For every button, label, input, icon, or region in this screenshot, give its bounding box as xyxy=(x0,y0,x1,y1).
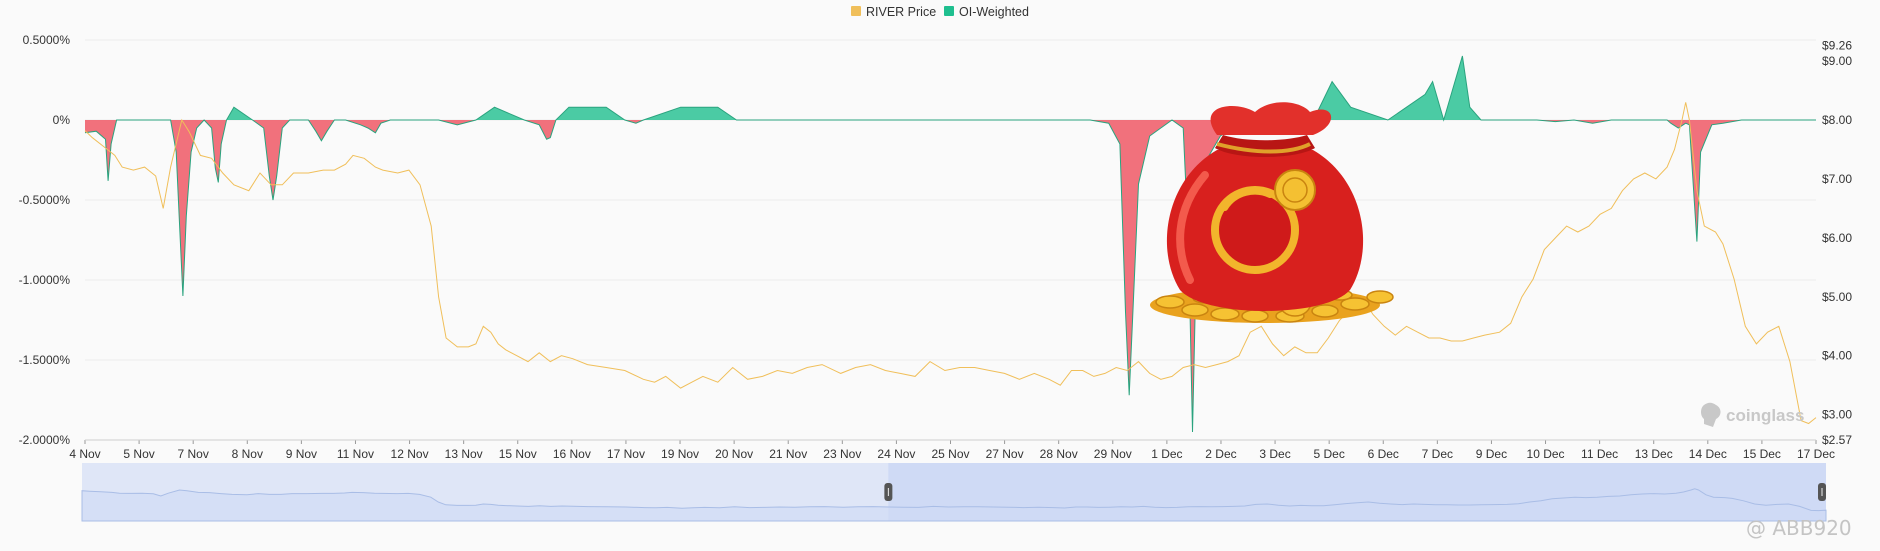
y-right-tick-label: $9.26 xyxy=(1822,39,1852,53)
y-left-tick-label: -0.5000% xyxy=(19,193,71,207)
x-tick-label: 9 Dec xyxy=(1476,447,1507,461)
x-tick-label: 10 Dec xyxy=(1527,447,1565,461)
legend-swatch-oi-weighted xyxy=(944,6,954,16)
oi-negative-area xyxy=(85,120,1816,432)
y-axis-left: 0.5000% 0% -0.5000% -1.0000% -1.5000% -2.0000… xyxy=(19,33,71,447)
river-price-line xyxy=(84,102,1817,425)
x-tick-label: 13 Nov xyxy=(445,447,483,461)
x-axis: 4 Nov 5 Nov 7 Nov 8 Nov 9 Nov 11 Nov 12 Nov 13 … xyxy=(69,439,1835,461)
legend-label-river-price: RIVER Price xyxy=(866,5,936,19)
x-tick-label: 2 Dec xyxy=(1205,447,1236,461)
x-tick-label: 14 Dec xyxy=(1689,447,1727,461)
x-tick-label: 8 Nov xyxy=(232,447,263,461)
x-tick-label: 19 Nov xyxy=(661,447,699,461)
x-tick-label: 27 Nov xyxy=(986,447,1024,461)
y-right-tick-label: $4.00 xyxy=(1822,349,1852,363)
x-tick-label: 13 Dec xyxy=(1635,447,1673,461)
y-right-tick-label: $2.57 xyxy=(1822,433,1852,447)
overview-handle-left[interactable] xyxy=(884,483,893,501)
legend-item-river-price[interactable]: RIVER Price xyxy=(851,5,936,19)
oi-weighted-series xyxy=(84,55,1816,433)
y-right-tick-label: $9.00 xyxy=(1822,54,1852,68)
x-tick-label: 5 Dec xyxy=(1313,447,1344,461)
coinglass-brand-text: coinglass xyxy=(1726,406,1804,425)
x-tick-label: 4 Nov xyxy=(69,447,100,461)
coinglass-watermark: coinglass xyxy=(1701,402,1804,427)
author-handle-watermark: @ ABB920 xyxy=(1746,516,1852,540)
x-tick-label: 11 Dec xyxy=(1581,447,1618,461)
y-left-tick-label: -1.0000% xyxy=(19,273,71,287)
x-tick-label: 29 Nov xyxy=(1094,447,1132,461)
x-tick-label: 7 Dec xyxy=(1422,447,1453,461)
x-tick-label: 28 Nov xyxy=(1040,447,1078,461)
x-tick-label: 25 Nov xyxy=(931,447,969,461)
ring-swirl xyxy=(1222,188,1273,211)
y-left-tick-label: 0% xyxy=(53,113,71,127)
lucky-bag-sticker xyxy=(1150,102,1394,323)
overview-handle-right[interactable] xyxy=(1818,483,1826,501)
oi-line xyxy=(84,55,1816,433)
x-tick-label: 15 Dec xyxy=(1743,447,1781,461)
x-tick-label: 21 Nov xyxy=(769,447,807,461)
y-right-tick-label: $3.00 xyxy=(1822,408,1852,422)
y-right-tick-label: $7.00 xyxy=(1822,172,1852,186)
gridlines xyxy=(85,39,1816,441)
overview-series xyxy=(81,488,1827,522)
bag-highlight xyxy=(1176,171,1209,284)
legend-item-oi-weighted[interactable]: OI-Weighted xyxy=(944,5,1029,19)
coinglass-logo-icon xyxy=(1701,402,1721,427)
y-right-tick-label: $5.00 xyxy=(1822,290,1852,304)
x-tick-label: 6 Dec xyxy=(1368,447,1399,461)
x-tick-label: 1 Dec xyxy=(1151,447,1182,461)
y-right-tick-label: $6.00 xyxy=(1822,231,1852,245)
y-left-tick-label: -2.0000% xyxy=(19,433,71,447)
x-tick-label: 17 Nov xyxy=(607,447,645,461)
x-tick-label: 5 Nov xyxy=(123,447,154,461)
hanging-coin-inner xyxy=(1282,177,1308,203)
x-tick-label: 9 Nov xyxy=(286,447,317,461)
y-right-tick-label: $8.00 xyxy=(1822,113,1852,127)
x-tick-label: 12 Nov xyxy=(391,447,429,461)
bag-top xyxy=(1210,102,1332,135)
x-tick-label: 20 Nov xyxy=(715,447,753,461)
x-tick-label: 24 Nov xyxy=(877,447,915,461)
x-tick-label: 3 Dec xyxy=(1259,447,1290,461)
y-left-tick-label: 0.5000% xyxy=(23,33,71,47)
x-tick-label: 23 Nov xyxy=(823,447,861,461)
x-tick-label: 7 Nov xyxy=(178,447,209,461)
overview-navigator[interactable] xyxy=(81,463,1827,522)
legend-swatch-river-price xyxy=(851,6,861,16)
oi-positive-area xyxy=(85,56,1816,120)
bag-string xyxy=(1216,142,1311,154)
y-axis-right: $9.26$9.00 $8.00 $7.00 $6.00 $5.00 $4.00 $3.00… xyxy=(1822,39,1852,447)
x-tick-label: 11 Nov xyxy=(337,447,374,461)
x-tick-label: 17 Dec xyxy=(1797,447,1835,461)
legend: RIVER Price OI-Weighted xyxy=(851,5,1029,19)
legend-label-oi-weighted: OI-Weighted xyxy=(959,5,1029,19)
hanging-coin xyxy=(1274,169,1316,211)
x-tick-label: 15 Nov xyxy=(499,447,537,461)
y-left-tick-label: -1.5000% xyxy=(19,353,71,367)
x-tick-label: 16 Nov xyxy=(553,447,591,461)
